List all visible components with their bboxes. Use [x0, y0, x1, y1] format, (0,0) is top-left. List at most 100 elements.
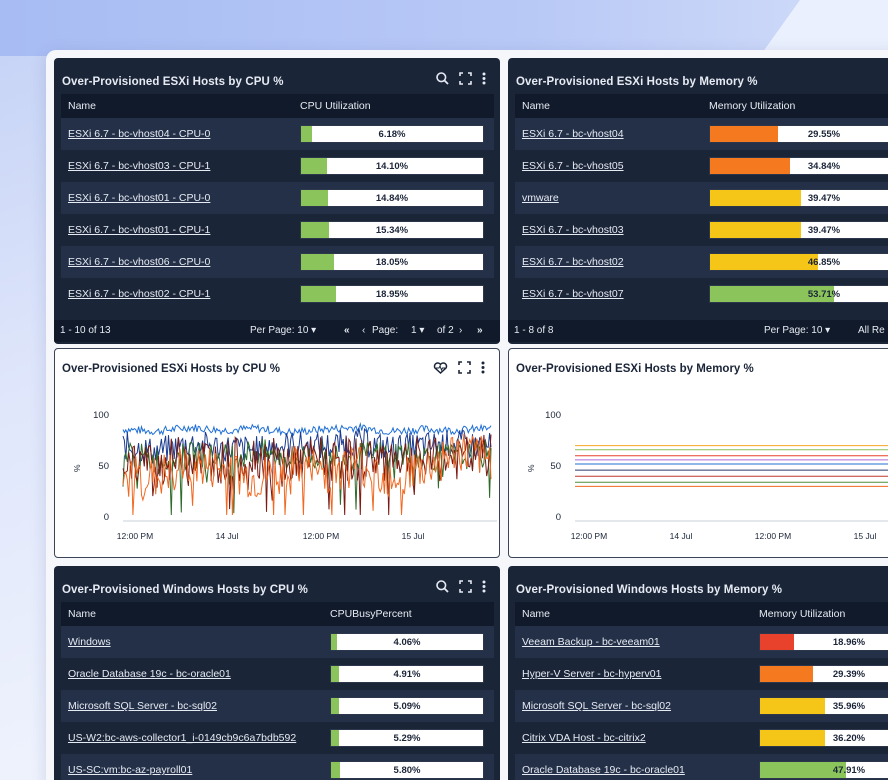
per-page-select[interactable]: Per Page: 10 ▾ — [764, 325, 831, 336]
utilization-value: 15.34% — [375, 225, 409, 236]
search-icon[interactable] — [436, 72, 449, 85]
utilization-bar-fill — [760, 634, 795, 650]
more-vertical-icon[interactable] — [481, 361, 485, 374]
row-name-link[interactable]: Hyper-V Server - bc-hyperv01 — [522, 668, 662, 680]
utilization-bar: 18.95% — [300, 285, 484, 303]
row-name-link[interactable]: ESXi 6.7 - bc-vhost01 - CPU-1 — [68, 224, 211, 236]
page-select[interactable]: 1 ▾ — [411, 325, 425, 336]
row-name-link[interactable]: ESXi 6.7 - bc-vhost01 - CPU-0 — [68, 192, 211, 204]
row-name-link[interactable]: Oracle Database 19c - bc-oracle01 — [68, 668, 231, 680]
row-name-link[interactable]: ESXi 6.7 - bc-vhost02 - CPU-1 — [68, 288, 211, 300]
panel-esxi-memory-table: Over-Provisioned ESXi Hosts by Memory % … — [508, 58, 888, 344]
table-row: ESXi 6.7 - bc-vhost01 - CPU-1 15.34% — [61, 214, 494, 246]
column-header-metric[interactable]: Memory Utilization — [709, 100, 796, 112]
row-name-link[interactable]: ESXi 6.7 - bc-vhost04 — [522, 128, 624, 140]
panel-title: Over-Provisioned ESXi Hosts by CPU % — [62, 363, 280, 375]
x-tick-label: 12:00 PM — [303, 531, 339, 541]
utilization-bar: 5.80% — [330, 761, 484, 779]
utilization-value: 18.96% — [832, 637, 866, 648]
table-row: ESXi 6.7 - bc-vhost02 - CPU-1 18.95% — [61, 278, 494, 310]
row-name-link[interactable]: ESXi 6.7 - bc-vhost03 - CPU-1 — [68, 160, 211, 172]
last-page-icon[interactable]: » — [477, 325, 483, 336]
column-header-name[interactable]: Name — [522, 100, 551, 112]
utilization-bar: 4.06% — [330, 633, 484, 651]
table-row: US-W2:bc-aws-collector1_i-0149cb9c6a7bdb… — [61, 722, 494, 754]
panel-title: Over-Provisioned ESXi Hosts by CPU % — [62, 76, 284, 88]
table-row: Citrix VDA Host - bc-citrix2 36.20% — [515, 722, 888, 754]
column-header-name[interactable]: Name — [522, 608, 551, 620]
utilization-bar-fill — [331, 634, 338, 650]
utilization-bar: 34.84% — [709, 157, 888, 175]
more-vertical-icon[interactable] — [482, 72, 486, 85]
utilization-bar-fill — [301, 126, 313, 142]
panel-title: Over-Provisioned ESXi Hosts by Memory % — [516, 76, 758, 88]
row-name-link[interactable]: ESXi 6.7 - bc-vhost07 — [522, 288, 624, 300]
utilization-bar-fill — [301, 286, 336, 302]
row-name-link[interactable]: Microsoft SQL Server - bc-sql02 — [68, 700, 217, 712]
y-tick-label: 100 — [93, 410, 109, 421]
series-line — [122, 438, 492, 516]
row-name-link[interactable]: ESXi 6.7 - bc-vhost05 — [522, 160, 624, 172]
panel-esxi-cpu-table: Over-Provisioned ESXi Hosts by CPU % Nam… — [54, 58, 500, 344]
table-row: ESXi 6.7 - bc-vhost04 - CPU-0 6.18% — [61, 118, 494, 150]
utilization-bar: 6.18% — [300, 125, 484, 143]
utilization-bar-fill — [301, 158, 327, 174]
row-name-link[interactable]: Microsoft SQL Server - bc-sql02 — [522, 700, 671, 712]
x-tick-label: 15 Jul — [854, 531, 877, 541]
column-header-name[interactable]: Name — [68, 608, 97, 620]
expand-icon[interactable] — [459, 72, 472, 85]
table-row: Windows 4.06% — [61, 626, 494, 658]
row-name-link[interactable]: Citrix VDA Host - bc-citrix2 — [522, 732, 646, 744]
x-tick-label: 14 Jul — [216, 531, 239, 541]
expand-icon[interactable] — [459, 580, 472, 593]
next-page-icon[interactable]: › — [459, 325, 463, 336]
x-tick-label: 12:00 PM — [117, 531, 153, 541]
row-name-link[interactable]: Windows — [68, 636, 111, 648]
column-header-metric[interactable]: Memory Utilization — [759, 608, 846, 620]
utilization-value: 36.20% — [832, 733, 866, 744]
utilization-value: 6.18% — [378, 129, 406, 140]
x-tick-label: 12:00 PM — [571, 531, 607, 541]
expand-icon[interactable] — [458, 361, 471, 374]
row-name-link[interactable]: ESXi 6.7 - bc-vhost03 — [522, 224, 624, 236]
utilization-value: 34.84% — [807, 161, 841, 172]
utilization-value: 14.10% — [375, 161, 409, 172]
row-name-link[interactable]: US-W2:bc-aws-collector1_i-0149cb9c6a7bdb… — [68, 732, 297, 744]
first-page-icon[interactable]: « — [344, 325, 350, 336]
utilization-bar-fill — [301, 254, 335, 270]
per-page-select[interactable]: Per Page: 10 ▾ — [250, 325, 317, 336]
x-tick-label: 14 Jul — [670, 531, 693, 541]
row-name-link[interactable]: ESXi 6.7 - bc-vhost04 - CPU-0 — [68, 128, 211, 140]
row-name-link[interactable]: ESXi 6.7 - bc-vhost06 - CPU-0 — [68, 256, 211, 268]
table-header: Name Memory Utilization — [515, 602, 888, 626]
table-header: Name Memory Utilization — [515, 94, 888, 118]
utilization-bar: 47.91% — [759, 761, 888, 779]
row-name-link[interactable]: ESXi 6.7 - bc-vhost02 — [522, 256, 624, 268]
search-icon[interactable] — [436, 580, 449, 593]
row-name-link[interactable]: Veeam Backup - bc-veeam01 — [522, 636, 660, 648]
y-tick-label: 0 — [556, 512, 561, 523]
panel-esxi-memory-chart: Over-Provisioned ESXi Hosts by Memory % … — [508, 348, 888, 558]
more-vertical-icon[interactable] — [482, 580, 486, 593]
memory-line-chart[interactable]: 0 50 100% 12:00 PM 14 Jul 12:00 PM 15 Jul — [509, 385, 888, 555]
all-results-label[interactable]: All Re — [858, 325, 885, 336]
column-header-metric[interactable]: CPUBusyPercent — [330, 608, 412, 620]
panel-title: Over-Provisioned ESXi Hosts by Memory % — [516, 363, 754, 375]
panel-toolbar — [436, 72, 486, 85]
panel-toolbar — [436, 580, 486, 593]
table-row: ESXi 6.7 - bc-vhost03 - CPU-1 14.10% — [61, 150, 494, 182]
column-header-metric[interactable]: CPU Utilization — [300, 100, 371, 112]
row-name-link[interactable]: vmware — [522, 192, 559, 204]
prev-page-icon[interactable]: ‹ — [362, 325, 366, 336]
row-name-link[interactable]: Oracle Database 19c - bc-oracle01 — [522, 764, 685, 776]
utilization-bar: 15.34% — [300, 221, 484, 239]
table-row: ESXi 6.7 - bc-vhost02 46.85% — [515, 246, 888, 278]
dashboard-frame: Over-Provisioned ESXi Hosts by CPU % Nam… — [46, 50, 888, 780]
heart-rate-icon[interactable] — [433, 361, 448, 374]
pagination-range: 1 - 8 of 8 — [514, 325, 554, 336]
cpu-line-chart[interactable]: 0 50 100% 12:00 PM 14 Jul 12:00 PM 15 Jul — [55, 385, 499, 555]
utilization-bar: 53.71% — [709, 285, 888, 303]
column-header-name[interactable]: Name — [68, 100, 97, 112]
row-name-link[interactable]: US-SC:vm:bc-az-payroll01 — [68, 764, 193, 776]
utilization-value: 5.09% — [393, 701, 421, 712]
